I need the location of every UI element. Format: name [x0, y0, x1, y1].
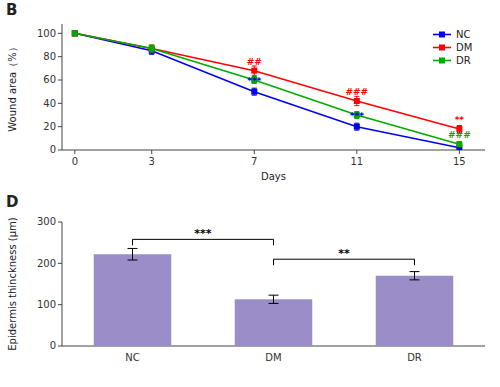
x-tick-label: DR	[407, 352, 422, 363]
y-tick-label: 0	[50, 144, 56, 155]
legend-marker	[439, 32, 445, 38]
y-tick	[58, 304, 62, 305]
y-axis-label: Wound area（%）	[7, 42, 18, 131]
x-tick-label: 3	[149, 156, 155, 167]
bar	[376, 276, 454, 346]
series	[72, 30, 463, 132]
y-tick-label: 60	[43, 74, 56, 85]
annotation: ##	[247, 57, 262, 67]
marker	[72, 30, 78, 36]
x-axis-line	[62, 150, 485, 151]
legend-label: DR	[456, 55, 471, 66]
annotation: ###	[346, 87, 369, 97]
plot-area	[72, 30, 463, 150]
series	[72, 30, 463, 150]
error-bar	[149, 45, 154, 52]
error-bar	[72, 31, 77, 36]
error-bar	[269, 295, 279, 303]
panel-label: D	[6, 193, 18, 211]
error-bar	[457, 142, 462, 147]
y-tick	[58, 103, 62, 104]
significance-label: ***	[194, 227, 212, 240]
annotation: **	[455, 115, 465, 125]
legend-marker	[439, 58, 445, 64]
y-axis-line	[62, 222, 63, 346]
y-tick-label: 100	[37, 299, 56, 310]
marker	[251, 68, 257, 74]
error-bar	[72, 31, 77, 36]
y-tick	[58, 56, 62, 57]
bar	[235, 299, 313, 346]
x-tick-label: 11	[350, 156, 363, 167]
y-tick	[58, 263, 62, 264]
significance-label: **	[338, 247, 350, 260]
error-bar	[128, 248, 138, 260]
marker	[149, 46, 155, 52]
y-axis: 0 20 40 60 80 100	[37, 24, 62, 155]
x-tick	[356, 150, 357, 154]
annotation: ###	[448, 130, 471, 140]
error-bar	[252, 88, 257, 95]
series	[72, 30, 463, 147]
x-tick-label: 0	[72, 156, 78, 167]
y-tick-label: 200	[37, 258, 56, 269]
x-axis: NC DM DR	[62, 346, 485, 363]
panel-label: B	[6, 1, 17, 19]
marker	[251, 89, 257, 95]
legend-label: DM	[456, 42, 472, 53]
y-tick-label: 100	[37, 28, 56, 39]
bar	[94, 254, 172, 346]
error-bar	[410, 272, 420, 280]
x-tick	[74, 150, 75, 154]
y-axis-line	[62, 24, 63, 150]
marker	[354, 98, 360, 104]
y-tick-label: 40	[43, 98, 56, 109]
marker	[72, 30, 78, 36]
y-tick	[58, 346, 62, 347]
legend-label: NC	[456, 29, 470, 40]
y-tick	[58, 150, 62, 151]
error-bar	[354, 96, 359, 105]
x-tick	[459, 150, 460, 154]
marker	[456, 141, 462, 147]
line	[75, 33, 460, 144]
y-tick-label: 300	[37, 216, 56, 227]
annotation: ***	[350, 111, 364, 121]
x-tick	[254, 150, 255, 154]
x-tick-label: 15	[453, 156, 466, 167]
y-axis-label: Epidermis thinckness (μm)	[7, 217, 18, 351]
line	[75, 33, 460, 129]
marker	[72, 30, 78, 36]
plot-area	[94, 239, 454, 346]
y-tick-label: 0	[50, 340, 56, 351]
marker	[149, 46, 155, 52]
x-tick-label: NC	[125, 352, 139, 363]
x-axis: 0 3 7 11 15	[62, 150, 485, 167]
y-tick	[58, 222, 62, 223]
y-tick-label: 20	[43, 121, 56, 132]
x-tick	[151, 150, 152, 154]
marker	[354, 124, 360, 130]
error-bar	[149, 45, 154, 52]
figure: B020406080100Wound area（%）0371115Days***…	[0, 0, 500, 387]
x-axis-label: Days	[261, 171, 286, 182]
error-bar	[354, 123, 359, 130]
x-tick-label: 7	[251, 156, 257, 167]
y-tick	[58, 33, 62, 34]
line	[75, 33, 460, 147]
y-tick-label: 80	[43, 51, 56, 62]
legend: NC DM DR	[433, 29, 472, 66]
error-bar	[72, 31, 77, 36]
y-axis: 0 100 200 300	[37, 216, 62, 351]
y-tick	[58, 80, 62, 81]
error-bar	[252, 66, 257, 75]
legend-marker	[439, 45, 445, 51]
annotation: ***	[247, 76, 261, 86]
y-tick	[58, 126, 62, 127]
x-tick-label: DM	[265, 352, 281, 363]
